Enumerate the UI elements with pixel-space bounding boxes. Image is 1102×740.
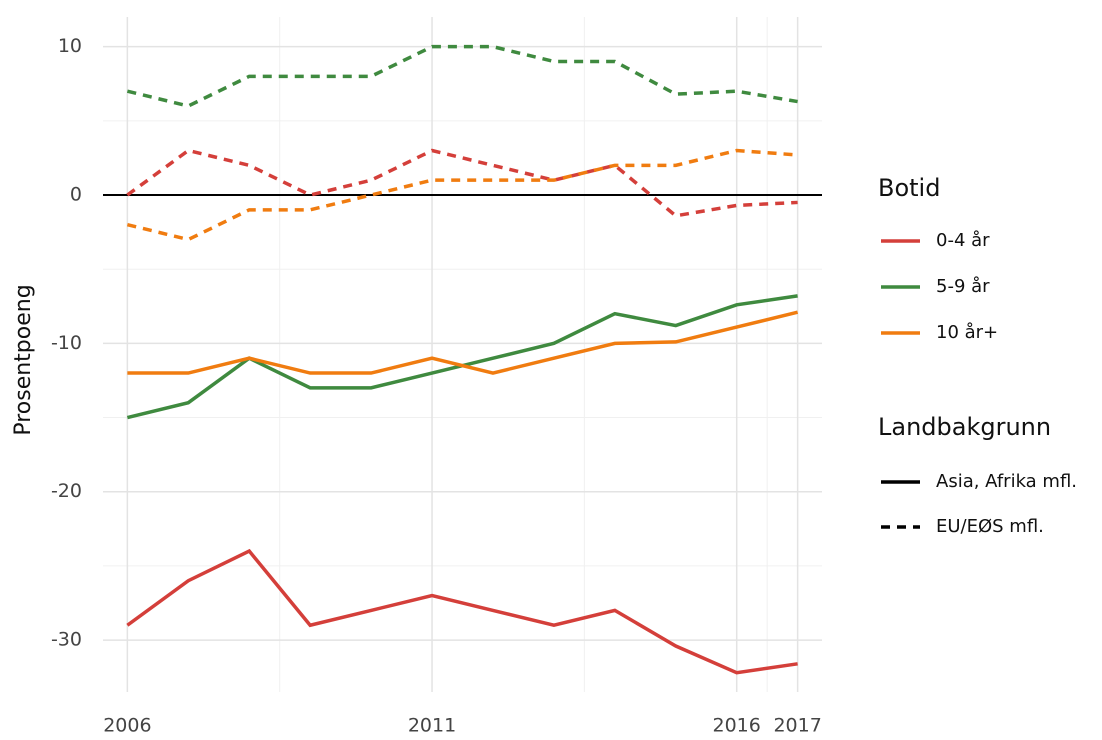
legend-label: 5-9 år xyxy=(936,276,990,297)
series-line xyxy=(127,310,799,375)
y-tick-label: -10 xyxy=(51,332,82,354)
legend-label: 10 år+ xyxy=(936,322,998,343)
legend-title: Landbakgrunn xyxy=(878,413,1051,441)
legend-label: 0-4 år xyxy=(936,230,990,251)
y-tick-label: 10 xyxy=(58,35,82,57)
legend-label: EU/EØS mfl. xyxy=(936,516,1044,537)
series-line xyxy=(126,148,798,242)
y-tick-label: 0 xyxy=(70,184,82,206)
series-line xyxy=(126,44,798,108)
series-line xyxy=(126,548,798,675)
x-tick-label: 2011 xyxy=(408,715,456,737)
series-line xyxy=(126,148,798,218)
x-tick-label: 2017 xyxy=(773,715,821,737)
x-tick-label: 2016 xyxy=(713,715,761,737)
legend-label: Asia, Afrika mfl. xyxy=(936,471,1077,492)
y-axis-title: Prosentpoeng xyxy=(11,284,36,435)
y-tick-label: -20 xyxy=(51,480,82,502)
series-line xyxy=(126,294,798,420)
x-tick-label: 2006 xyxy=(103,715,151,737)
y-tick-label: -30 xyxy=(51,629,82,651)
legend-title: Botid xyxy=(878,174,940,202)
